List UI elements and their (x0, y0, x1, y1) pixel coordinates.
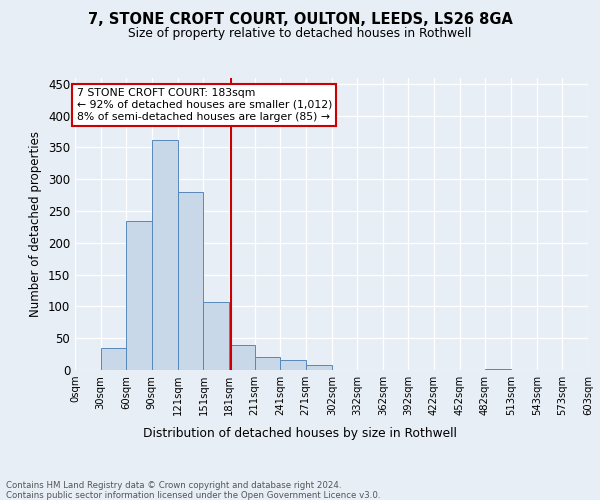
Bar (152, 140, 178, 370)
Bar (126, 220, 152, 370)
Text: Distribution of detached houses by size in Rothwell: Distribution of detached houses by size … (143, 428, 457, 440)
Bar (254, 358, 280, 370)
Y-axis label: Number of detached properties: Number of detached properties (29, 130, 43, 317)
Bar (280, 360, 305, 370)
Bar (229, 344, 254, 370)
Bar (485, 368, 511, 370)
Bar (203, 302, 229, 370)
Bar (305, 365, 332, 370)
Text: Contains HM Land Registry data © Crown copyright and database right 2024.
Contai: Contains HM Land Registry data © Crown c… (6, 480, 380, 500)
Text: Size of property relative to detached houses in Rothwell: Size of property relative to detached ho… (128, 28, 472, 40)
Bar (178, 192, 203, 370)
Bar (101, 348, 126, 370)
Text: 7 STONE CROFT COURT: 183sqm
← 92% of detached houses are smaller (1,012)
8% of s: 7 STONE CROFT COURT: 183sqm ← 92% of det… (77, 88, 332, 122)
Text: 7, STONE CROFT COURT, OULTON, LEEDS, LS26 8GA: 7, STONE CROFT COURT, OULTON, LEEDS, LS2… (88, 12, 512, 28)
